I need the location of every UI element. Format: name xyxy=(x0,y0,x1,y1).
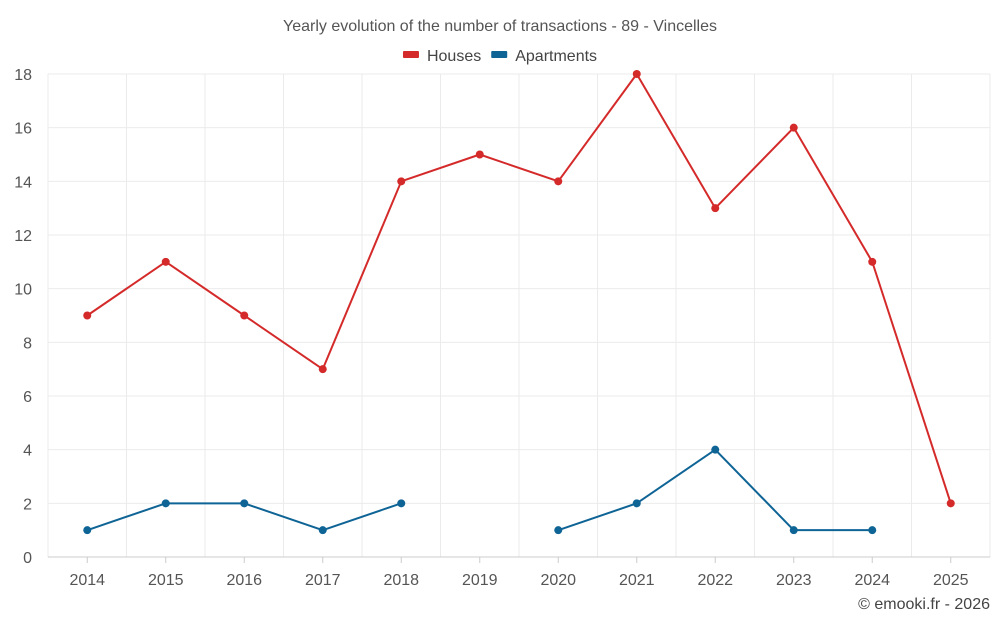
x-tick-label: 2017 xyxy=(305,572,341,589)
x-tick-label: 2022 xyxy=(697,572,733,589)
y-tick-label: 10 xyxy=(14,282,32,299)
data-point-apartments[interactable] xyxy=(711,445,720,454)
data-point-houses[interactable] xyxy=(397,177,406,186)
x-tick-label: 2016 xyxy=(226,572,262,589)
data-point-apartments[interactable] xyxy=(161,499,170,508)
legend-swatch xyxy=(491,51,508,58)
data-point-apartments[interactable] xyxy=(868,526,877,535)
series-apartments xyxy=(83,445,877,535)
copyright-text: © emooki.fr - 2026 xyxy=(858,596,990,613)
data-point-houses[interactable] xyxy=(240,311,249,320)
data-point-houses[interactable] xyxy=(554,177,563,186)
data-point-houses[interactable] xyxy=(632,70,641,78)
legend-label: Houses xyxy=(427,48,481,65)
series-houses xyxy=(83,70,955,508)
x-tick-label: 2025 xyxy=(933,572,969,589)
data-point-houses[interactable] xyxy=(83,311,92,320)
legend-label: Apartments xyxy=(515,48,597,65)
data-point-houses[interactable] xyxy=(789,123,798,132)
legend-swatch xyxy=(402,51,419,58)
x-tick-label: 2020 xyxy=(540,572,576,589)
data-point-houses[interactable] xyxy=(318,365,327,374)
x-tick-label: 2015 xyxy=(148,572,184,589)
y-tick-label: 14 xyxy=(14,174,32,191)
legend: Houses Apartments xyxy=(402,48,597,65)
legend-item-houses[interactable]: Houses xyxy=(402,48,481,65)
data-point-houses[interactable] xyxy=(868,257,877,266)
data-point-houses[interactable] xyxy=(475,150,484,159)
x-tick-label: 2019 xyxy=(462,572,498,589)
data-point-apartments[interactable] xyxy=(397,499,406,508)
y-tick-label: 8 xyxy=(23,335,32,352)
data-point-houses[interactable] xyxy=(946,499,955,508)
y-tick-label: 18 xyxy=(14,67,32,84)
chart-title: Yearly evolution of the number of transa… xyxy=(283,18,717,35)
y-tick-label: 0 xyxy=(23,550,32,567)
data-point-houses[interactable] xyxy=(711,204,720,213)
y-tick-label: 4 xyxy=(23,443,32,460)
y-tick-label: 2 xyxy=(23,496,32,513)
series-layer xyxy=(83,70,955,535)
grid xyxy=(47,73,991,557)
y-tick-label: 16 xyxy=(14,121,32,138)
data-point-apartments[interactable] xyxy=(554,526,563,535)
series-line-apartments xyxy=(86,502,402,532)
x-tick-label: 2014 xyxy=(69,572,105,589)
legend-item-apartments[interactable]: Apartments xyxy=(491,48,597,65)
data-point-apartments[interactable] xyxy=(83,526,92,535)
y-tick-label: 12 xyxy=(14,228,32,245)
x-tick-label: 2024 xyxy=(854,572,890,589)
x-tick-label: 2018 xyxy=(383,572,419,589)
data-point-apartments[interactable] xyxy=(318,526,327,535)
data-point-apartments[interactable] xyxy=(632,499,641,508)
y-tick-label: 6 xyxy=(23,389,32,406)
data-point-houses[interactable] xyxy=(161,257,170,266)
data-point-apartments[interactable] xyxy=(240,499,249,508)
x-tick-label: 2023 xyxy=(776,572,812,589)
series-line-houses xyxy=(86,73,952,504)
axes: 0 2 4 6 8 10 12 14 16 18 2014 2015 2016 2017 2018 2019 2… xyxy=(14,67,990,589)
data-point-apartments[interactable] xyxy=(789,526,798,535)
series-line-apartments xyxy=(557,448,873,532)
x-tick-label: 2021 xyxy=(619,572,655,589)
